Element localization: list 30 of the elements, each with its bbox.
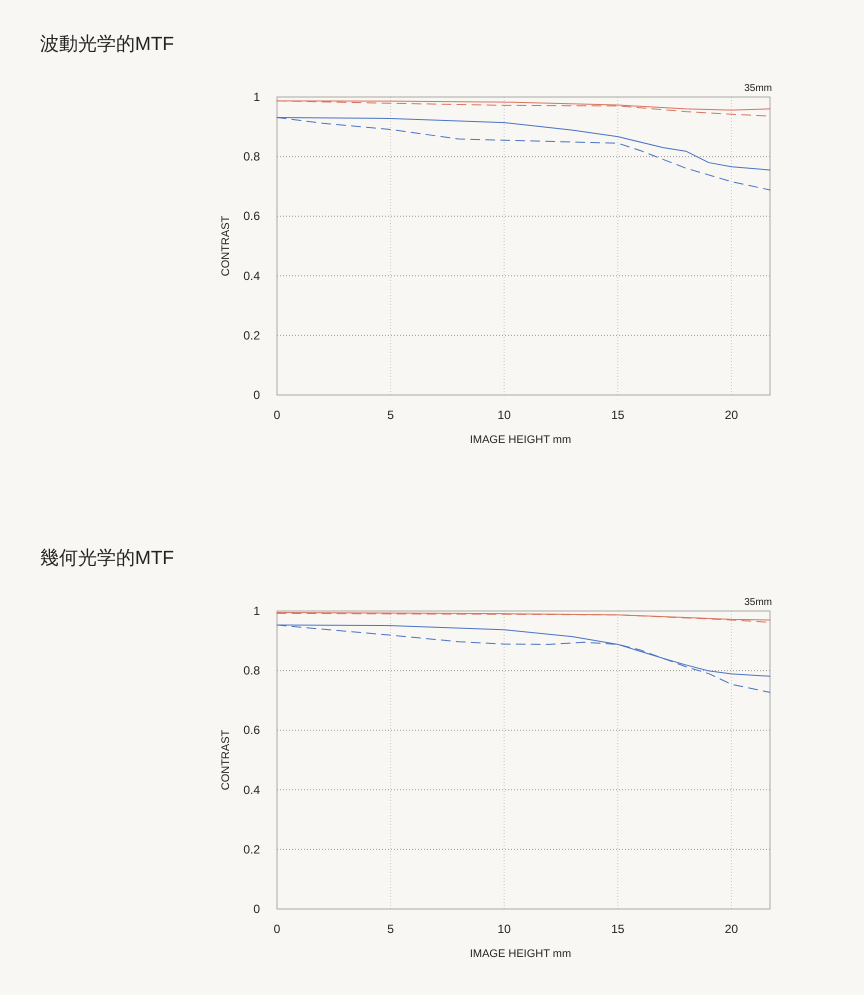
- y-axis-title: CONTRAST: [220, 729, 232, 790]
- text: 35mm: [744, 597, 772, 608]
- y-tick-label: 0.2: [243, 842, 260, 856]
- y-tick-label: 0.6: [243, 209, 260, 224]
- x-tick-label: 0: [274, 408, 281, 422]
- x-axis-title: IMAGE HEIGHT mm: [470, 948, 572, 960]
- text: 35mm: [744, 83, 772, 94]
- x-tick-label: 20: [724, 408, 738, 422]
- y-tick-label: 0.8: [243, 664, 260, 678]
- y-tick-label: 0.4: [243, 782, 260, 797]
- x-tick-label: 5: [387, 408, 394, 422]
- y-tick-label: 0.2: [243, 328, 260, 342]
- x-tick-label: 15: [611, 922, 625, 936]
- y-tick-label: 1: [253, 90, 260, 104]
- x-tick-label: 10: [498, 922, 512, 936]
- y-axis-title: CONTRAST: [220, 215, 232, 276]
- text: 波動光学的MTF: [40, 34, 174, 55]
- y-tick-label: 1: [253, 604, 260, 618]
- x-axis-title: IMAGE HEIGHT mm: [470, 434, 572, 446]
- y-tick-label: 0.6: [243, 723, 260, 738]
- x-tick-label: 5: [387, 922, 394, 936]
- y-tick-label: 0.4: [243, 268, 260, 283]
- y-tick-label: 0.8: [243, 150, 260, 164]
- x-tick-label: 10: [498, 408, 512, 422]
- text: 幾何光学的MTF: [40, 548, 174, 569]
- y-tick-label: 0: [253, 388, 260, 402]
- y-tick-label: 0: [253, 902, 260, 916]
- x-tick-label: 20: [724, 922, 738, 936]
- x-tick-label: 0: [274, 922, 281, 936]
- x-tick-label: 15: [611, 408, 625, 422]
